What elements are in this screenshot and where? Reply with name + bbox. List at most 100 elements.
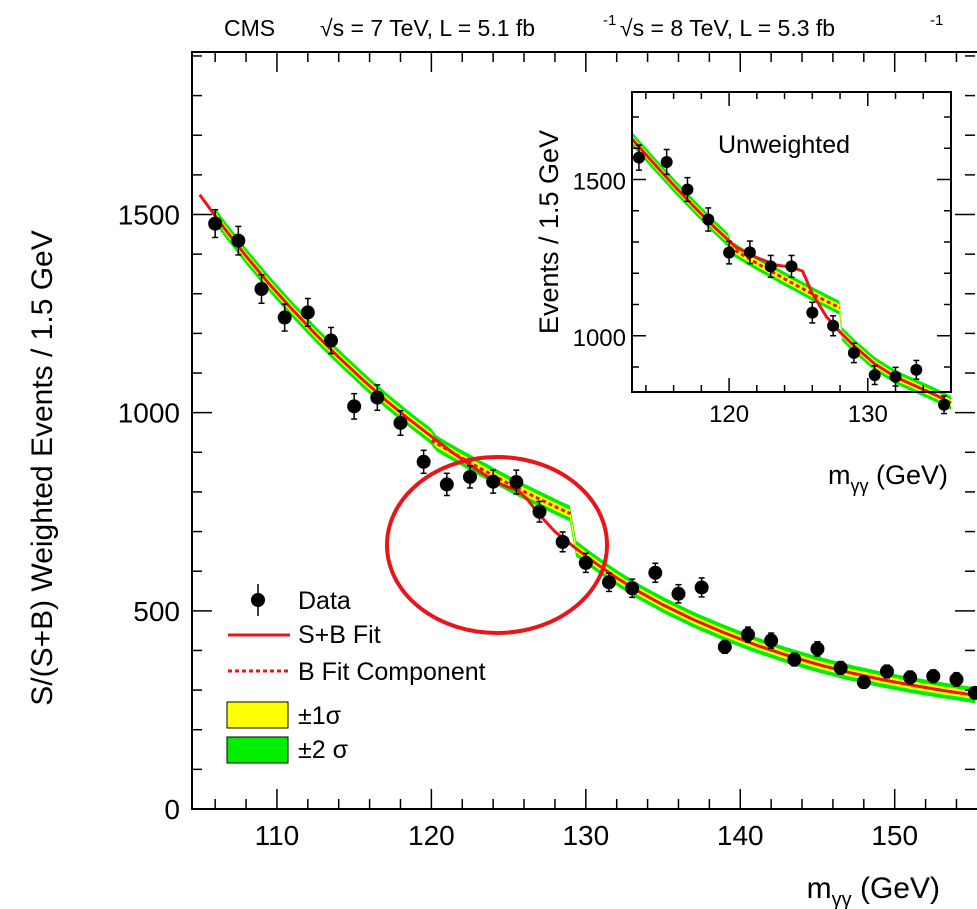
legend-label-2sigma: ±2 σ bbox=[298, 736, 349, 764]
main-data-point bbox=[926, 669, 941, 684]
inset-data-point bbox=[938, 395, 951, 415]
inset-data-point bbox=[764, 254, 777, 279]
main-data-point bbox=[856, 675, 871, 690]
inset-data-marker bbox=[806, 306, 819, 319]
main-data-point bbox=[370, 384, 385, 412]
main-data-marker bbox=[254, 282, 269, 297]
main-data-point bbox=[694, 577, 709, 598]
inset-data-marker bbox=[827, 319, 840, 332]
main-data-marker bbox=[740, 627, 755, 642]
legend-label-1sigma: ±1σ bbox=[298, 702, 342, 730]
inset-y-tick-label: 1000 bbox=[573, 325, 626, 352]
main-data-marker bbox=[717, 639, 732, 654]
main-data-point bbox=[671, 583, 686, 604]
main-data-point bbox=[879, 664, 894, 679]
main-data-marker bbox=[300, 305, 315, 320]
main-data-marker bbox=[601, 575, 616, 590]
main-data-marker bbox=[856, 675, 871, 690]
main-x-tick-label: 150 bbox=[871, 820, 918, 851]
legend-entry-1sigma: ±1σ bbox=[226, 701, 342, 730]
main-data-point bbox=[277, 303, 292, 332]
main-x-axis-title: mγγ (GeV) bbox=[807, 872, 940, 909]
legend-label-b-fit: B Fit Component bbox=[298, 658, 486, 686]
inset-data-point bbox=[723, 240, 736, 265]
main-data-point bbox=[810, 640, 825, 657]
main-data-point bbox=[740, 626, 755, 643]
inset-background bbox=[632, 92, 951, 392]
inset-y-tick-label: 1500 bbox=[573, 169, 626, 196]
main-data-marker bbox=[323, 333, 338, 348]
main-data-marker bbox=[879, 664, 894, 679]
main-data-point bbox=[903, 670, 918, 685]
inset-data-point bbox=[806, 301, 819, 324]
excess-highlight-ellipse bbox=[385, 455, 609, 635]
inset-data-marker bbox=[723, 246, 736, 259]
main-data-points bbox=[208, 208, 977, 700]
main-data-marker bbox=[787, 652, 802, 667]
main-y-tick-label: 0 bbox=[164, 794, 180, 825]
main-data-point bbox=[323, 326, 338, 355]
header-run1-exponent: -1 bbox=[603, 12, 616, 29]
main-x-tick-label: 130 bbox=[562, 820, 609, 851]
main-data-marker bbox=[764, 633, 779, 648]
legend-1sigma-swatch bbox=[226, 701, 289, 729]
main-data-point bbox=[231, 225, 246, 256]
main-data-marker bbox=[810, 641, 825, 656]
main-data-marker bbox=[833, 660, 848, 675]
inset-data-point bbox=[847, 342, 860, 364]
main-data-point bbox=[462, 465, 477, 489]
main-y-axis-title: S/(S+B) Weighted Events / 1.5 GeV bbox=[26, 230, 59, 706]
main-data-marker bbox=[416, 454, 431, 469]
main-data-marker bbox=[555, 534, 570, 549]
main-data-marker bbox=[903, 670, 918, 685]
inset-data-marker bbox=[681, 183, 694, 196]
inset-data-point bbox=[868, 365, 881, 386]
main-data-point bbox=[601, 572, 616, 593]
inset-band-2sigma-area bbox=[632, 132, 951, 410]
legend-entry-2sigma: ±2 σ bbox=[226, 736, 349, 764]
main-data-point bbox=[347, 392, 362, 420]
main-x-tick-label: 120 bbox=[408, 820, 455, 851]
inset-data-point bbox=[785, 254, 798, 279]
main-data-marker bbox=[462, 469, 477, 484]
inset-data-marker bbox=[785, 260, 798, 273]
main-data-point bbox=[300, 297, 315, 328]
inset-data-point bbox=[889, 366, 902, 387]
main-data-point bbox=[555, 531, 570, 553]
inset-data-point bbox=[827, 315, 840, 337]
inset-data-marker bbox=[660, 156, 673, 168]
main-data-point bbox=[439, 472, 454, 497]
main-x-tick-label: 140 bbox=[717, 820, 764, 851]
main-data-point bbox=[416, 449, 431, 475]
main-data-marker bbox=[208, 216, 223, 231]
inset-data-marker bbox=[910, 363, 923, 376]
main-data-point bbox=[254, 273, 269, 305]
inset-y-axis-title: Events / 1.5 GeV bbox=[534, 130, 564, 334]
main-x-tick-label: 110 bbox=[255, 820, 300, 851]
inset-data-point bbox=[743, 240, 756, 265]
header-experiment: CMS bbox=[224, 15, 275, 41]
inset-data-point bbox=[910, 359, 923, 380]
inset-data-marker bbox=[764, 260, 777, 273]
inset-data-points bbox=[632, 144, 951, 415]
main-y-tick-label: 1500 bbox=[118, 199, 180, 230]
inset-data-marker bbox=[868, 369, 881, 382]
main-data-marker bbox=[277, 310, 292, 325]
main-data-marker bbox=[926, 669, 941, 684]
inset-data-point bbox=[660, 148, 673, 176]
main-data-point bbox=[393, 409, 408, 437]
main-data-point bbox=[787, 652, 802, 667]
legend-entry-b-fit: B Fit Component bbox=[228, 658, 486, 686]
header-run2-energy: √s = 8 TeV, L = 5.3 fb bbox=[620, 15, 835, 41]
inset-data-point bbox=[681, 176, 694, 203]
legend-label-sb-fit: S+B Fit bbox=[298, 621, 381, 649]
main-data-point bbox=[532, 500, 547, 523]
main-y-tick-label: 1000 bbox=[118, 398, 180, 429]
inset-data-marker bbox=[702, 213, 715, 226]
header-run1-energy: √s = 7 TeV, L = 5.1 fb bbox=[320, 15, 535, 41]
main-data-marker bbox=[578, 555, 593, 570]
main-data-marker bbox=[949, 672, 964, 687]
legend-label-data: Data bbox=[298, 587, 351, 615]
main-data-marker bbox=[231, 233, 246, 248]
